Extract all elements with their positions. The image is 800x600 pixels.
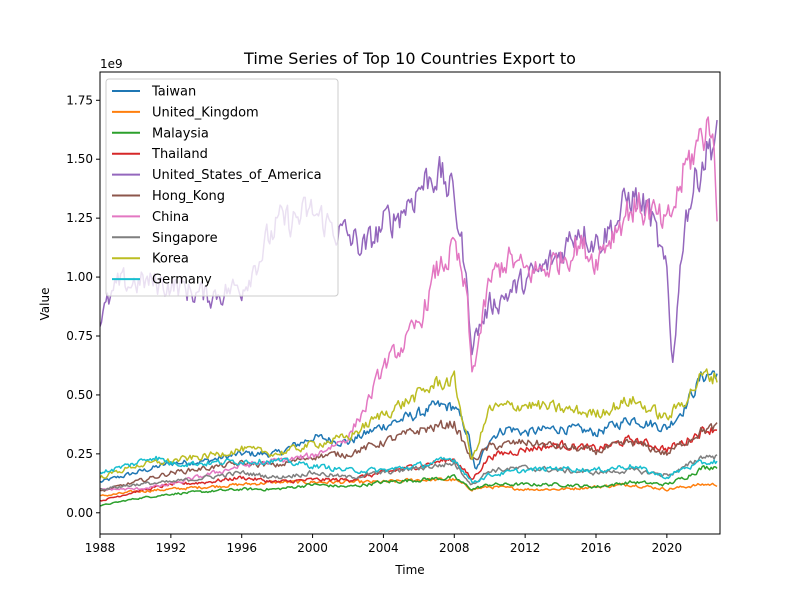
legend-label: Taiwan [151,85,196,100]
plot-area-frame [99,71,721,535]
series-line-taiwan [100,370,718,483]
series-line-malaysia [100,465,718,507]
x-tick-label: 1992 [156,541,187,555]
legend-label: United_Kingdom [152,105,259,120]
legend: Taiwan United_Kingdom Malaysia Thailand Unit… [105,78,339,297]
y-tick-label: 1.50 [66,152,93,166]
y-tick-label: 0.00 [66,506,93,520]
x-tick-label: 2000 [297,541,328,555]
legend-label: China [152,210,189,225]
legend-label: United_States_of_America [152,168,322,183]
x-tick-label: 1988 [85,541,116,555]
y-tick-label: 0.75 [66,329,93,343]
y-tick-label: 0.25 [66,447,93,461]
legend-label: Korea [152,252,189,267]
y-tick-label: 1.25 [66,211,93,225]
y-axis-label: Value [38,288,52,321]
legend-label: Malaysia [152,126,209,141]
x-axis-ticks: 1988 1992 1996 2000 2004 2008 2012 2016 2020 [85,534,682,555]
y-axis-offset-label: 1e9 [100,57,123,71]
y-tick-label: 0.50 [66,388,93,402]
legend-label: Germany [152,273,212,288]
y-tick-label: 1.00 [66,270,93,284]
legend-label: Thailand [151,147,208,162]
legend-label: Hong_Kong [152,189,225,204]
x-tick-label: 1996 [226,541,257,555]
legend-box [105,78,339,297]
series-line-germany [100,455,718,484]
legend-label: Singapore [152,231,218,246]
series-line-hong-kong [100,419,718,492]
series-layer [100,116,718,507]
x-tick-label: 2004 [368,541,399,555]
chart-title: Time Series of Top 10 Countries Export t… [243,49,576,68]
x-tick-label: 2012 [510,541,541,555]
x-tick-label: 2008 [439,541,470,555]
x-axis-label: Time [394,563,424,577]
x-tick-label: 2020 [652,541,683,555]
series-line-korea [100,368,718,479]
y-tick-label: 1.75 [66,93,93,107]
series-line-china [100,116,718,491]
y-axis-ticks: 0.00 0.25 0.50 0.75 1.00 1.25 1.50 1.75 [66,93,100,520]
x-tick-label: 2016 [581,541,612,555]
series-line-singapore [100,454,718,491]
